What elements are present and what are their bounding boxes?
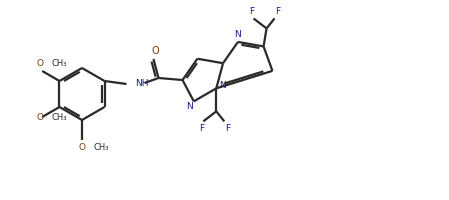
Text: N: N	[234, 30, 241, 39]
Text: N: N	[219, 81, 226, 90]
Text: N: N	[186, 102, 193, 111]
Text: CH₃: CH₃	[93, 144, 109, 152]
Text: F: F	[275, 7, 280, 16]
Text: O: O	[37, 58, 44, 68]
Text: NH: NH	[136, 78, 149, 88]
Text: F: F	[249, 7, 254, 16]
Text: O: O	[79, 144, 85, 152]
Text: F: F	[225, 124, 230, 133]
Text: O: O	[37, 112, 44, 121]
Text: F: F	[199, 124, 204, 133]
Text: O: O	[152, 46, 159, 56]
Text: CH₃: CH₃	[51, 58, 66, 68]
Text: CH₃: CH₃	[51, 112, 66, 121]
